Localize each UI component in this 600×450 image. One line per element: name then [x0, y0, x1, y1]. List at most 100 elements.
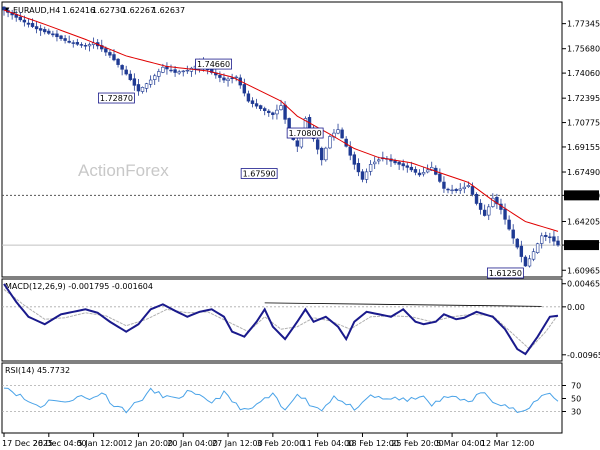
candle-body [279, 105, 283, 111]
candle-body [315, 139, 320, 150]
candle-body [67, 40, 71, 43]
candle-body [527, 258, 532, 267]
candle-body [446, 188, 450, 191]
candle-body [405, 165, 409, 168]
candle-body [254, 103, 259, 107]
candle-body [173, 69, 177, 73]
x-tick-label: 11 Feb 04:00 [302, 439, 354, 448]
candle-body [519, 245, 524, 257]
candle-body [75, 42, 80, 45]
candle-body [356, 162, 361, 173]
annotation-label: 1.67590 [243, 170, 276, 179]
annotation-label: 1.61250 [489, 269, 522, 278]
x-tick-label: 5 Jan 12:00 [78, 439, 124, 448]
candle-body [409, 166, 414, 171]
candle-body [128, 73, 132, 80]
price-tick-label: 1.72395 [567, 94, 600, 103]
x-tick-label: 17 Dec 2025 [2, 439, 53, 448]
candle-body [442, 181, 446, 189]
candle-body [417, 172, 422, 176]
x-tick-label: 12 Jan 20:00 [122, 439, 173, 448]
candle-body [462, 186, 467, 190]
price-tick-label: 1.75680 [567, 45, 600, 54]
price-tick-label: 1.69155 [567, 143, 600, 152]
candle-body [246, 93, 251, 102]
candle-body [43, 29, 47, 33]
price-panel-frame [1, 1, 563, 278]
candle-body [267, 110, 271, 113]
candle-body [478, 202, 483, 210]
candle-body [136, 84, 141, 92]
candle-body [2, 6, 6, 11]
price-tick-highlight [564, 190, 599, 201]
candle-body [283, 104, 287, 120]
candle-body [364, 171, 369, 180]
candle-body [535, 243, 540, 253]
annotation-box [286, 127, 324, 139]
annotation-box [240, 168, 278, 179]
rsi-tick-label: 70 [571, 382, 581, 391]
candle-body [487, 206, 491, 216]
x-tick-label: 25 Feb 20:00 [391, 439, 443, 448]
annotation-label: 1.74660 [197, 60, 230, 69]
candle-body [295, 140, 299, 147]
candle-body [507, 219, 511, 230]
price-tick-label: 1.77345 [567, 20, 600, 29]
macd-trendline [264, 302, 542, 307]
candle-body [230, 77, 234, 80]
rsi-line [3, 387, 559, 414]
candle-body [454, 189, 458, 191]
candle-body [450, 189, 454, 192]
x-tick-label: 20 Jan 04:00 [167, 439, 218, 448]
price-tick-label: 1.74060 [567, 69, 600, 78]
candle-body [421, 172, 426, 175]
candle-body [148, 79, 153, 85]
watermark: ActionForex [78, 161, 169, 180]
candle-body [328, 136, 332, 149]
candle-body [87, 44, 92, 47]
price-tick-label: 1.67490 [567, 168, 600, 177]
x-tick-label: 27 Jan 12:00 [212, 439, 263, 448]
candle-body [112, 54, 116, 61]
candle-body [368, 164, 373, 172]
candle-body [108, 52, 112, 56]
candle-body [120, 65, 124, 70]
candle-body [531, 251, 536, 260]
rsi-panel-frame [1, 362, 563, 434]
candle-body [71, 42, 75, 44]
candle-body [140, 87, 145, 92]
candle-body [30, 23, 35, 27]
candle-body [34, 26, 39, 30]
candle-body [401, 163, 405, 167]
x-tick-label: 26 Dec 04:00 [33, 439, 87, 448]
candle-body [466, 185, 471, 187]
candle-body [438, 173, 442, 182]
candle-body [153, 75, 157, 80]
candle-body [523, 256, 528, 267]
price-layer: 1.74660 1.72870 1.70800 1.67590 1.61250 [2, 6, 562, 279]
price-tick-label: 1.60965 [567, 266, 600, 275]
candle-body [515, 238, 519, 248]
candle-body [161, 66, 165, 73]
candle-body [397, 161, 401, 165]
rsi-tick-label: 30 [571, 408, 581, 417]
x-tick-label: 12 Mar 12:00 [481, 439, 534, 448]
candle-body [51, 33, 55, 36]
x-tick-label: 5 Mar 04:00 [436, 439, 484, 448]
candle-body [177, 71, 181, 74]
price-tick-label: 1.62637 [567, 241, 600, 250]
candle-body [234, 76, 238, 79]
header-triangle-icon: ▼ [4, 6, 10, 14]
macd-layer [2, 283, 562, 356]
candle-body [169, 69, 173, 72]
candle-body [263, 108, 267, 111]
x-tick-label: 3 Feb 20:00 [257, 439, 304, 448]
price-annotation: 1.72870 [98, 92, 135, 104]
candle-body [425, 169, 430, 173]
candle-body [226, 78, 230, 82]
header-open: 1.62416 [62, 6, 95, 15]
header-high: 1.62730 [92, 6, 125, 15]
candle-body [474, 193, 479, 204]
candle-body [22, 19, 27, 23]
